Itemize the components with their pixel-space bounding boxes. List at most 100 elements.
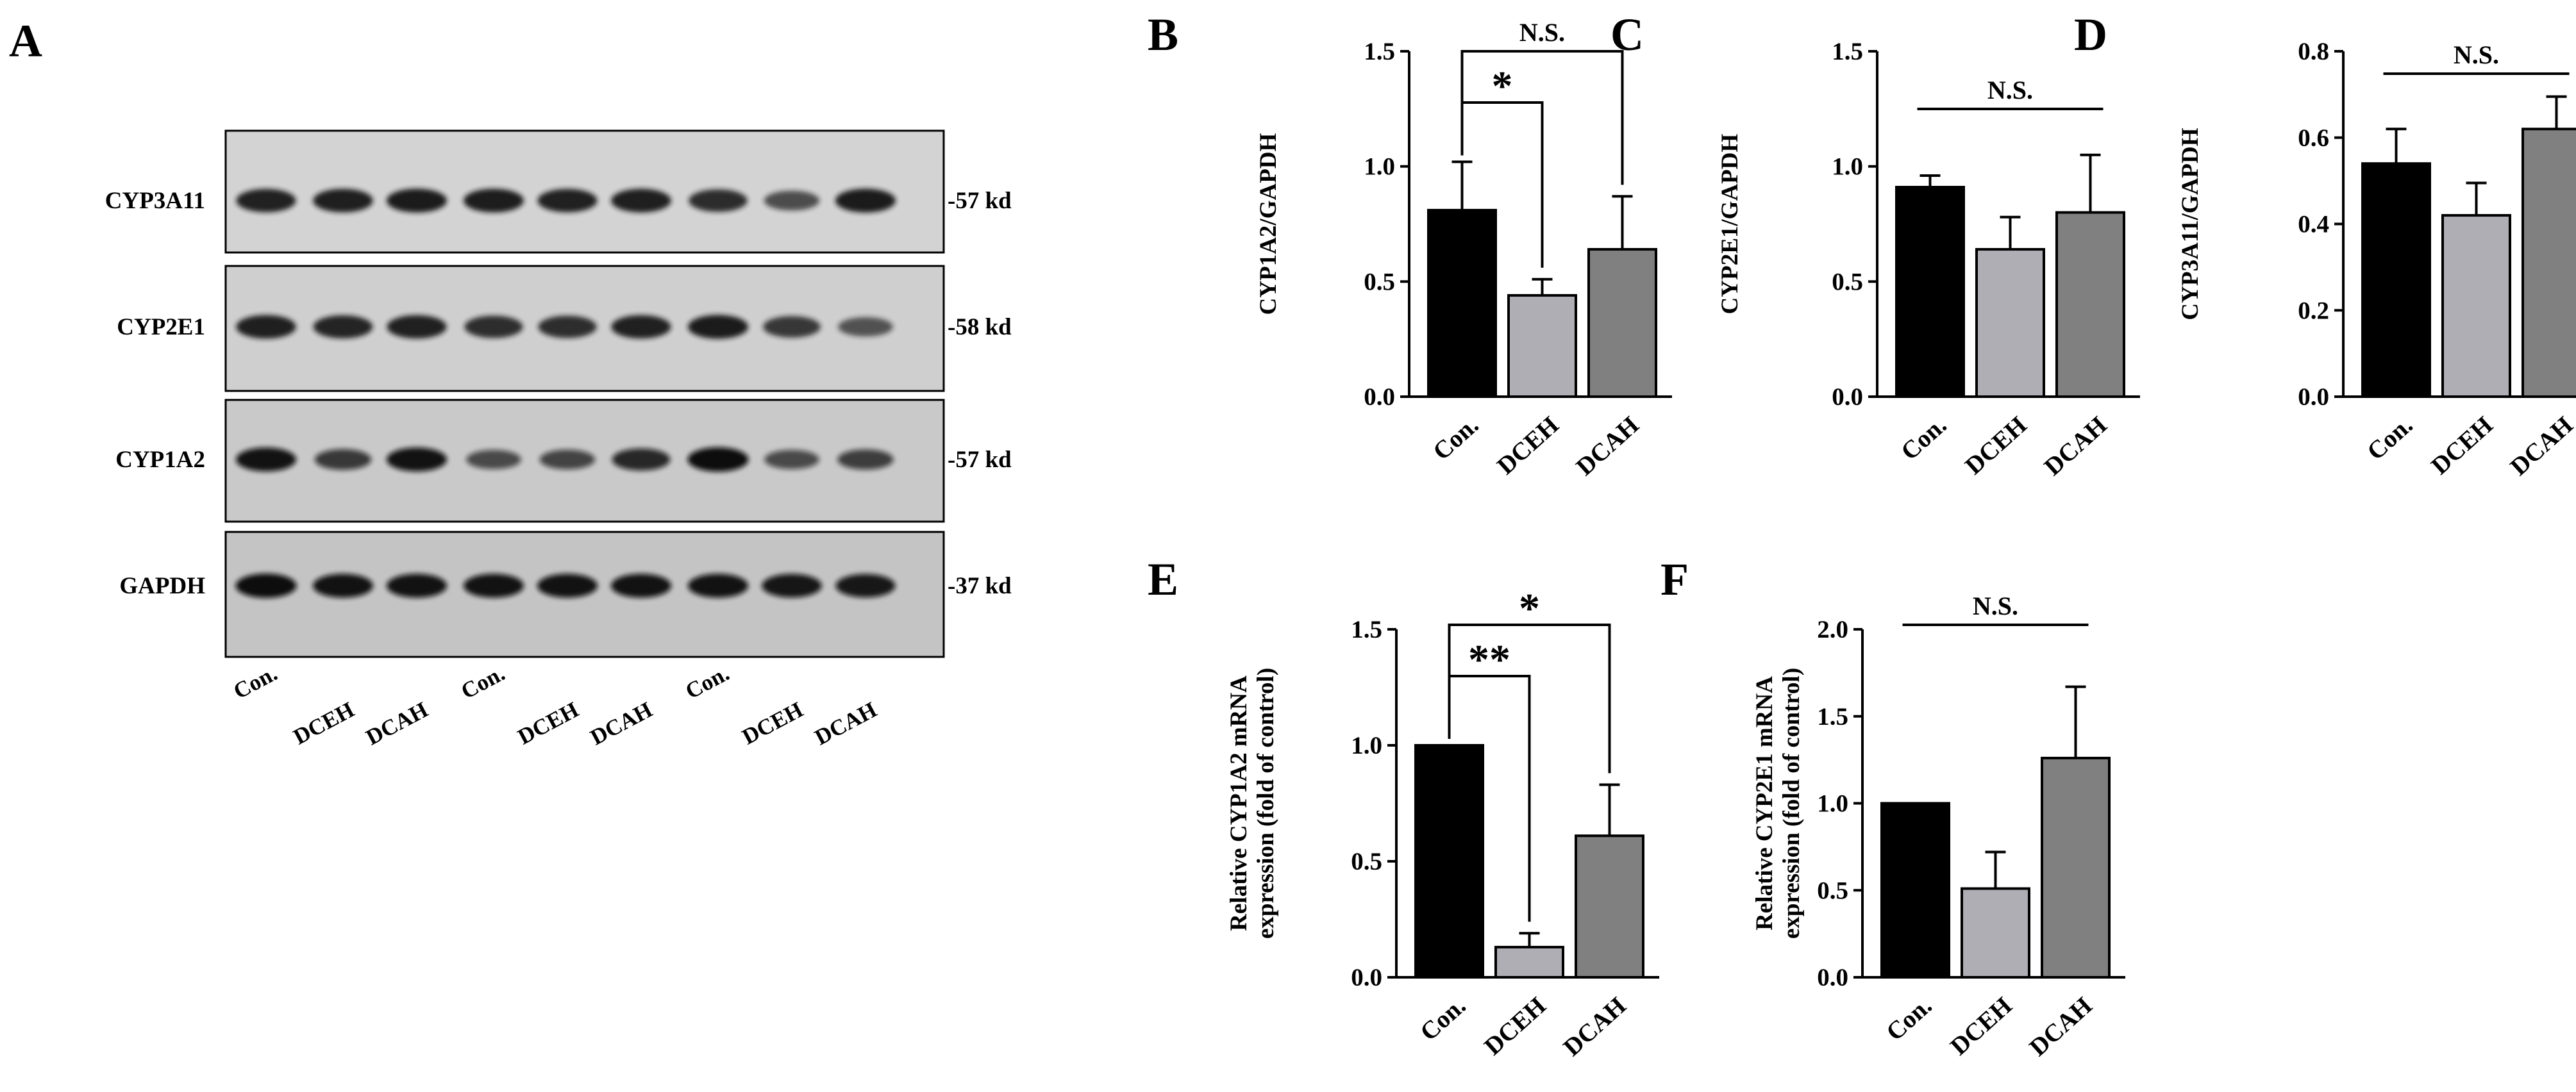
y-tick-label: 2.0 (1817, 616, 1848, 643)
significance-label: N.S. (1973, 592, 2018, 620)
blot-band (236, 315, 296, 339)
blot-band (687, 315, 749, 339)
chart-b: B 0.0 0.5 1.0 1.5 CYP1A2/GAPDH Con. DCEH DCAH *N.… (1148, 9, 1672, 481)
y-tick-label: 0.6 (2298, 124, 2329, 152)
x-tick-label: DCEH (1945, 992, 2018, 1061)
bar-dcah (2041, 756, 2111, 979)
chart-f: F 0.0 0.5 1.0 1.5 2.0 Relative CYP2E1 mRNA expr… (1660, 554, 2125, 1062)
blot-band (612, 448, 671, 471)
y-tick-label: 0.0 (1364, 383, 1395, 411)
significance-label: N.S. (1987, 76, 2033, 104)
western-blot-panel: A CYP3A11 -57 kd CYP2E1 -58 kd CYP1A2 -57 kd G… (9, 15, 1012, 750)
lane-label: Con. (682, 661, 733, 704)
blot-band (313, 188, 373, 213)
panel-letter: B (1148, 9, 1178, 60)
significance-label: * (1519, 585, 1540, 632)
significance-label: N.S. (1519, 18, 1565, 47)
y-axis-title: CYP3A11/GAPDH (2177, 128, 2204, 320)
blot-cyp3a11: CYP3A11 -57 kd (105, 129, 1012, 254)
y-tick-label: 0.5 (1351, 848, 1382, 875)
blot-band (762, 574, 822, 598)
protein-label: CYP2E1 (117, 314, 205, 340)
bar-dceh (2441, 214, 2511, 398)
x-tick-label: DCEH (2426, 411, 2498, 480)
blot-band (763, 316, 821, 338)
bar-dceh (1961, 887, 2030, 979)
chart-e: E 0.0 0.5 1.0 1.5 Relative CYP1A2 mRNA express… (1148, 554, 1659, 1062)
bar-con (1895, 186, 1965, 398)
lane-label: DCEH (514, 697, 583, 750)
lane-label: DCEH (289, 697, 358, 750)
protein-label: GAPDH (119, 573, 205, 599)
blot-cyp1a2: CYP1A2 -57 kd (115, 399, 1012, 523)
y-tick-label: 1.5 (1351, 616, 1382, 643)
y-tick-label: 0.5 (1832, 268, 1863, 295)
blot-band (687, 574, 749, 598)
significance-bracket (1448, 624, 1611, 774)
y-axis-title: expression (fold of control) (1778, 668, 1805, 939)
protein-label: CYP1A2 (115, 447, 205, 473)
protein-label: CYP3A11 (105, 188, 205, 214)
bar-dcah (2055, 211, 2125, 398)
bar-con (1414, 744, 1484, 979)
significance-label: ** (1468, 636, 1510, 683)
y-tick-label: 0.5 (1817, 877, 1848, 904)
bar-dceh (1975, 248, 2045, 398)
molecular-weight-label: -58 kd (948, 314, 1012, 340)
panel-letter: E (1148, 554, 1178, 605)
y-tick-label: 0.0 (1832, 383, 1863, 411)
y-tick-label: 1.5 (1832, 38, 1863, 65)
bar-dcah (1587, 248, 1657, 398)
lane-label: DCAH (586, 697, 656, 750)
x-tick-label: Con. (2362, 411, 2418, 466)
blot-band (538, 315, 597, 338)
chart-d: D 0.0 0.2 0.4 0.6 0.8 CYP3A11/GAPDH Con. DCEH DCA… (2074, 9, 2576, 481)
panel-letter-a: A (9, 15, 42, 67)
y-tick-label: 0.8 (2298, 38, 2329, 65)
molecular-weight-label: -37 kd (948, 573, 1012, 599)
blot-band (314, 449, 372, 470)
lane-label: DCAH (362, 697, 431, 750)
y-axis-title: expression (fold of control) (1253, 668, 1279, 939)
y-tick-label: 0.2 (2298, 297, 2329, 324)
blot-band (537, 574, 598, 598)
x-tick-label: DCAH (2505, 411, 2576, 481)
y-axis-title: CYP2E1/GAPDH (1717, 133, 1743, 314)
lane-label: DCEH (738, 697, 807, 750)
y-tick-label: 1.0 (1364, 153, 1395, 181)
bar-dceh (1494, 945, 1564, 979)
molecular-weight-label: -57 kd (948, 447, 1012, 473)
bar-dceh (1507, 294, 1577, 399)
blot-band (466, 450, 521, 469)
y-tick-label: 1.0 (1832, 153, 1863, 181)
bar-con (2361, 162, 2431, 399)
blot-band (235, 574, 297, 598)
y-axis-title: Relative CYP1A2 mRNA (1226, 675, 1252, 931)
blot-band (463, 574, 524, 598)
blot-gapdh: GAPDH -37 kd (119, 531, 1012, 658)
blot-band (386, 188, 447, 213)
significance-label: * (1492, 63, 1513, 110)
blot-band (764, 190, 820, 211)
blot-band (689, 189, 748, 212)
blot-band (312, 574, 374, 598)
x-tick-label: DCAH (2024, 992, 2097, 1062)
blot-band (464, 188, 524, 213)
y-axis-title: Relative CYP2E1 mRNA (1752, 676, 1778, 931)
x-tick-label: DCAH (1558, 992, 1631, 1062)
blot-cyp2e1: CYP2E1 -58 kd (117, 265, 1012, 392)
panel-letter: F (1660, 554, 1689, 605)
y-axis-title: CYP1A2/GAPDH (1255, 133, 1282, 315)
blot-band (313, 315, 373, 339)
x-tick-label: Con. (1415, 992, 1471, 1046)
lane-label: Con. (457, 661, 509, 704)
blot-band (764, 450, 819, 469)
blot-band (464, 315, 523, 338)
blot-band (687, 447, 749, 472)
x-tick-label: Con. (1881, 992, 1937, 1046)
significance-bracket (1460, 50, 1624, 185)
lane-label: Con. (230, 661, 281, 704)
x-tick-label: DCAH (1571, 411, 1644, 481)
x-tick-label: DCEH (1960, 411, 2032, 480)
